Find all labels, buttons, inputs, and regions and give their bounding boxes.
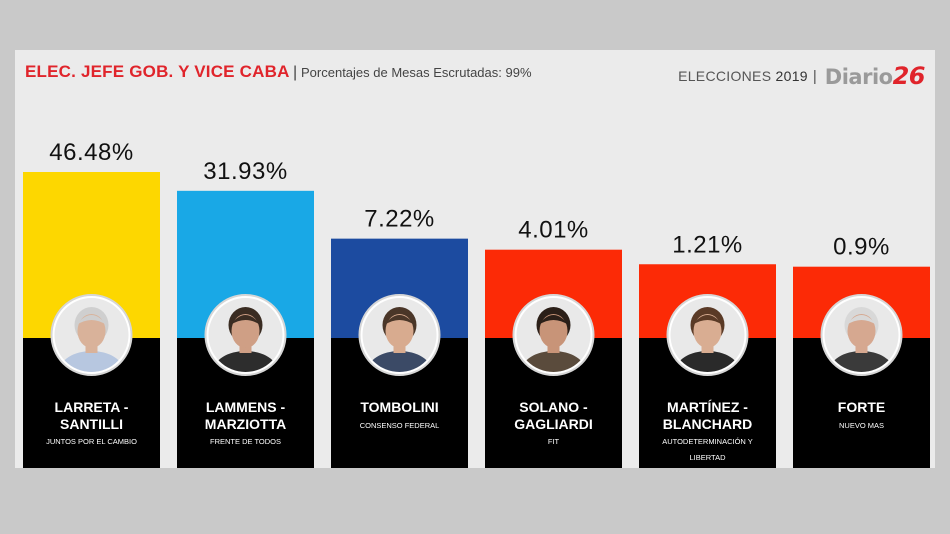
candidate-avatar (358, 294, 441, 376)
chart-header: ELEC. JEFE GOB. Y VICE CABA | Porcentaje… (25, 62, 926, 90)
diario26-logo[interactable]: Diario26 (824, 62, 926, 90)
elections-label: ELECCIONES 2019 (678, 68, 808, 84)
branding-separator: | (812, 67, 817, 85)
value-label: 7.22% (364, 206, 435, 233)
title-separator: | (293, 64, 298, 81)
candidate-name: GAGLIARDI (514, 416, 593, 432)
results-panel: ELEC. JEFE GOB. Y VICE CABA | Porcentaje… (15, 50, 935, 468)
candidate-name: LAMMENS - (206, 399, 286, 415)
candidate-column: 31.93% LAMMENS -MARZIOTTA FRENTE DE TODOS (177, 158, 314, 468)
candidate-avatar (50, 294, 133, 376)
value-label: 31.93% (203, 158, 287, 185)
chart-title: ELEC. JEFE GOB. Y VICE CABA (25, 62, 290, 81)
candidate-name: LARRETA - (55, 399, 129, 415)
value-label: 46.48% (49, 139, 133, 166)
party-label: FRENTE DE TODOS (210, 437, 281, 446)
party-label: FIT (548, 437, 560, 446)
value-label: 0.9% (833, 234, 890, 261)
candidate-column: 0.9% FORTE NUEVO MAS (793, 234, 930, 468)
value-label: 1.21% (672, 231, 743, 258)
candidate-avatar (820, 294, 903, 376)
candidate-column: 46.48% LARRETA -SANTILLI JUNTOS POR EL CAM… (23, 139, 160, 468)
party-label: CONSENSO FEDERAL (360, 421, 440, 430)
candidate-avatar (666, 294, 749, 376)
candidate-name: SANTILLI (60, 416, 123, 432)
candidate-name: MARZIOTTA (205, 416, 286, 432)
party-label: AUTODETERMINACIÓN Y (662, 437, 753, 446)
value-label: 4.01% (518, 217, 589, 244)
candidate-column: 7.22% TOMBOLINI CONSENSO FEDERAL (331, 206, 468, 468)
candidate-name: MARTÍNEZ - (667, 399, 748, 415)
candidate-avatar (204, 294, 287, 376)
candidate-name: BLANCHARD (663, 416, 752, 432)
party-label: LIBERTAD (690, 453, 727, 462)
party-label: NUEVO MAS (839, 421, 884, 430)
results-bar-chart: 46.48% LARRETA -SANTILLI JUNTOS POR EL CAM… (23, 139, 930, 468)
candidate-name: SOLANO - (519, 399, 588, 415)
candidate-avatar (512, 294, 595, 376)
candidate-column: 1.21% MARTÍNEZ -BLANCHARD AUTODETERMINACIÓ… (639, 231, 776, 468)
party-label: JUNTOS POR EL CAMBIO (46, 437, 137, 446)
candidate-name: TOMBOLINI (360, 399, 438, 415)
elections-year: 2019 (775, 68, 808, 84)
chart-subtitle: Porcentajes de Mesas Escrutadas: 99% (301, 65, 532, 80)
candidate-name: FORTE (838, 399, 885, 415)
candidate-column: 4.01% SOLANO -GAGLIARDI FIT (485, 217, 622, 468)
branding: ELECCIONES 2019 | Diario26 (678, 62, 925, 90)
